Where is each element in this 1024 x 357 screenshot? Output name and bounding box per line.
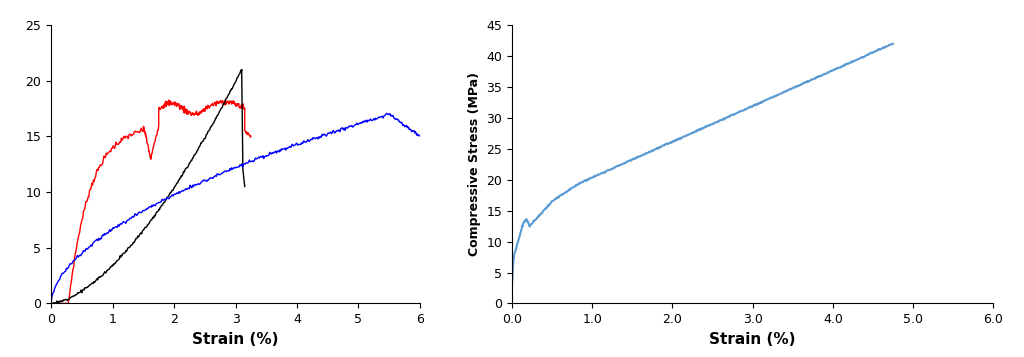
Y-axis label: Compressive Stress (MPa): Compressive Stress (MPa) (468, 72, 481, 256)
X-axis label: Strain (%): Strain (%) (193, 332, 279, 347)
X-axis label: Strain (%): Strain (%) (710, 332, 796, 347)
